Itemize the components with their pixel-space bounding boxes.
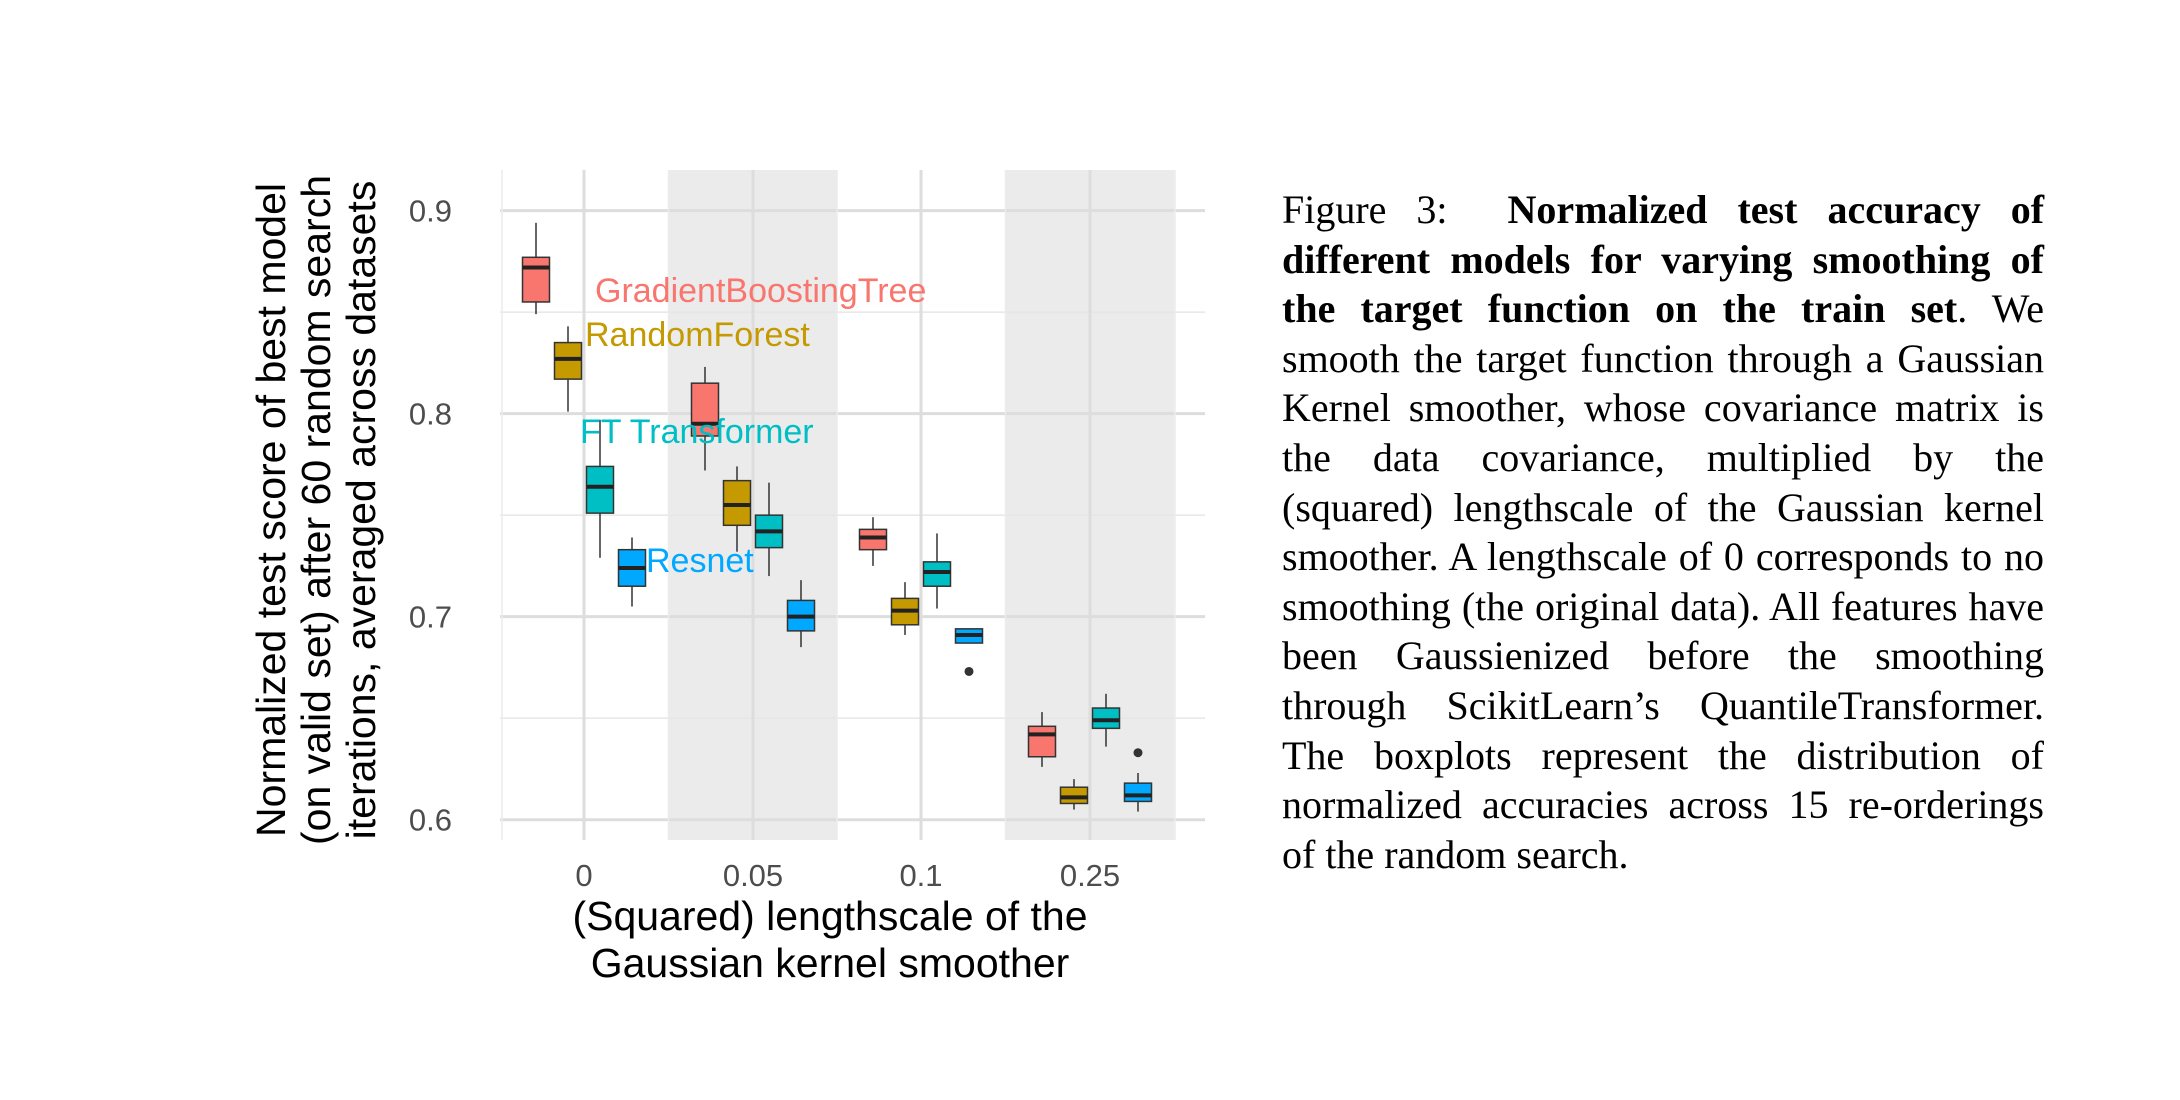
- x-tick-label: 0.25: [1060, 858, 1120, 893]
- boxplot: [954, 628, 984, 676]
- boxplot-figure: 0.6 0.7 0.8 0.9 0 0.05 0.1 0.25 GradientBoostin…: [248, 170, 1205, 986]
- y-tick-label: 0.9: [409, 194, 452, 229]
- series-label: FT Transformer: [580, 413, 814, 451]
- boxplot: [722, 466, 752, 552]
- y-axis-title: Normalized test score of best model: [248, 183, 294, 837]
- box-body: [690, 382, 720, 437]
- y-tick-label: 0.7: [409, 600, 452, 635]
- box-body: [521, 256, 551, 303]
- boxplot: [1059, 779, 1089, 810]
- x-tick-label: 0: [575, 858, 592, 893]
- boxplot: [858, 517, 888, 566]
- series-label: GradientBoostingTree: [595, 272, 926, 310]
- series-labels: GradientBoostingTree RandomForest FT Trans…: [580, 272, 926, 580]
- plot-panel: [500, 170, 1205, 840]
- outlier-point: [964, 666, 974, 676]
- boxplot-series: [521, 222, 1153, 812]
- boxplot: [890, 582, 920, 635]
- box-body: [1059, 786, 1089, 805]
- x-tick-label: 0.1: [899, 858, 942, 893]
- x-axis-title: Gaussian kernel smoother: [591, 940, 1070, 986]
- boxplot: [690, 366, 720, 471]
- box-body: [1027, 725, 1057, 758]
- x-tick-label: 0.05: [723, 858, 783, 893]
- box-body: [722, 479, 752, 527]
- caption-body: . We smooth the target function through …: [1282, 286, 2044, 877]
- figure-caption: Figure 3: Normalized test accuracy of di…: [1282, 185, 2044, 879]
- caption-title: Normalized test accuracy of different mo…: [1282, 187, 2045, 332]
- boxplot: [553, 326, 583, 412]
- boxplot: [1123, 748, 1153, 812]
- box-body: [922, 561, 952, 587]
- series-label: RandomForest: [585, 316, 810, 354]
- box-body: [1123, 782, 1153, 803]
- axis-ticks: 0.6 0.7 0.8 0.9 0 0.05 0.1 0.25: [409, 194, 1120, 893]
- y-tick-label: 0.8: [409, 397, 452, 432]
- y-tick-label: 0.6: [409, 803, 452, 838]
- y-axis-title: iterations, averaged across datasets: [338, 181, 384, 840]
- boxplot: [585, 419, 615, 558]
- box-body: [553, 341, 583, 380]
- boxplot: [617, 537, 647, 607]
- box-body: [858, 528, 888, 551]
- outlier-point: [1133, 748, 1143, 758]
- boxplot: [754, 482, 784, 577]
- box-body: [585, 465, 615, 514]
- figure-label: Figure 3:: [1282, 187, 1448, 232]
- boxplot: [786, 580, 816, 648]
- boxplot: [1027, 712, 1057, 767]
- box-body: [1091, 707, 1121, 730]
- boxplot: [922, 533, 952, 609]
- boxplot: [521, 222, 551, 315]
- y-axis-title: (on valid set) after 60 random search: [293, 175, 339, 845]
- x-axis-title: (Squared) lengthscale of the: [572, 893, 1087, 939]
- series-label: Resnet: [646, 542, 754, 580]
- boxplot: [1091, 693, 1121, 747]
